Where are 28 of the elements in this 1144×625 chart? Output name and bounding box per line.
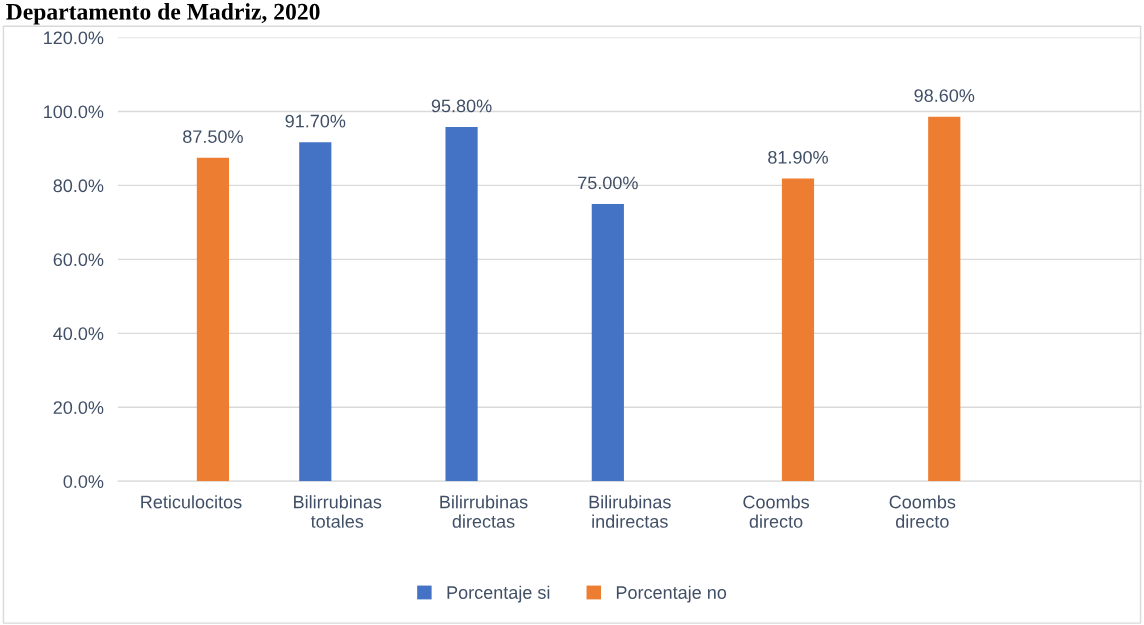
bar xyxy=(299,142,332,482)
legend-label: Porcentaje si xyxy=(447,585,550,603)
x-tick-label: Coombs directo xyxy=(743,495,810,528)
bar xyxy=(591,203,624,482)
y-tick-label: 120.0% xyxy=(44,31,104,45)
y-tick-label: 40.0% xyxy=(53,327,104,341)
x-tick-label: Coombs directo xyxy=(889,495,956,528)
legend-label: Porcentaje no xyxy=(616,585,727,603)
bar xyxy=(928,116,961,482)
y-tick-label: 100.0% xyxy=(44,105,104,119)
x-tick-label: Bilirrubinas directas xyxy=(440,495,528,528)
y-tick-label: 0.0% xyxy=(63,475,104,488)
data-label: 87.50% xyxy=(183,130,243,143)
data-label: 75.00% xyxy=(578,176,638,190)
y-tick-label: 80.0% xyxy=(53,179,104,193)
x-tick-label: Bilirrubinas totales xyxy=(294,495,382,528)
data-label: 98.60% xyxy=(914,89,975,102)
y-tick-label: 60.0% xyxy=(53,253,104,267)
data-label: 91.70% xyxy=(285,114,346,128)
bar xyxy=(781,178,815,482)
bar xyxy=(196,157,229,482)
y-tick-label: 20.0% xyxy=(53,401,104,415)
data-label: 95.80% xyxy=(431,99,492,113)
chart-title: Departamento de Madriz, 2020 xyxy=(6,3,320,25)
x-tick-label: Reticulocitos xyxy=(141,495,242,509)
bar xyxy=(445,126,478,482)
x-tick-label: Bilirubinas indirectas xyxy=(589,495,671,528)
data-label: 81.90% xyxy=(768,150,828,164)
